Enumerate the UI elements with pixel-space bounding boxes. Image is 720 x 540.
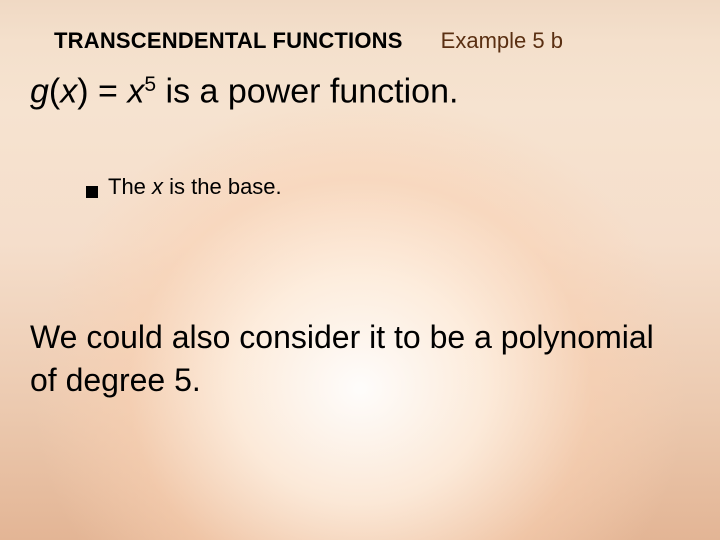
body-paragraph: We could also consider it to be a polyno…	[30, 316, 680, 402]
bullet-text: The x is the base.	[108, 174, 282, 200]
section-title: TRANSCENDENTAL FUNCTIONS	[54, 28, 403, 54]
statement-tail: is a power function.	[156, 72, 458, 110]
fn-name: g	[30, 72, 49, 110]
bullet-var: x	[152, 174, 163, 199]
main-statement: g(x) = x5 is a power function.	[30, 72, 690, 111]
slide: TRANSCENDENTAL FUNCTIONS Example 5 b g(x…	[0, 0, 720, 540]
fn-close-paren: )	[77, 72, 88, 110]
bullet-row: The x is the base.	[86, 174, 660, 200]
square-bullet-icon	[86, 186, 98, 198]
equals-sign: =	[89, 72, 128, 110]
power-exponent: 5	[144, 73, 156, 96]
bullet-post: is the base.	[163, 174, 282, 199]
power-base: x	[127, 72, 144, 110]
example-label: Example 5 b	[441, 28, 563, 54]
fn-open-paren: (	[49, 72, 60, 110]
header-row: TRANSCENDENTAL FUNCTIONS Example 5 b	[54, 28, 680, 54]
fn-arg: x	[60, 72, 77, 110]
bullet-pre: The	[108, 174, 152, 199]
